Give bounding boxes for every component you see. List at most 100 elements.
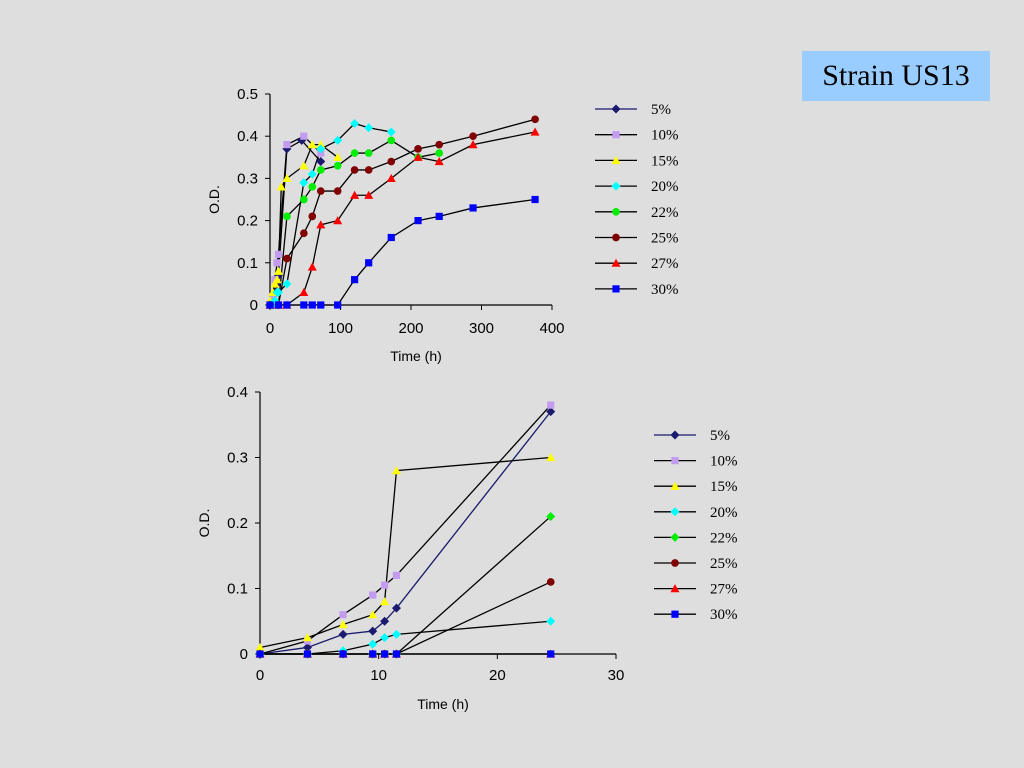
legend-label: 20% [651, 179, 679, 195]
x-tick-label: 300 [469, 320, 494, 337]
y-tick-label: 0.3 [237, 170, 258, 187]
y-tick-label: 0.4 [237, 128, 258, 145]
legend-marker [671, 457, 679, 465]
legend-marker [612, 285, 620, 293]
data-point [339, 650, 347, 658]
data-point [272, 275, 282, 284]
data-point [273, 287, 283, 297]
data-point [273, 266, 283, 275]
legend-marker [612, 207, 620, 216]
data-point [303, 650, 312, 658]
data-point [368, 626, 378, 636]
legend-marker [670, 430, 680, 440]
x-tick-label: 20 [489, 667, 506, 684]
data-point [364, 166, 373, 174]
series-line-20pct [260, 620, 551, 655]
legend-marker [670, 584, 680, 593]
data-point [387, 157, 396, 166]
legend-label: 10% [710, 454, 738, 470]
data-point [546, 578, 555, 586]
data-point [333, 187, 342, 195]
series-lines [259, 404, 552, 655]
legend-label: 15% [710, 479, 738, 495]
data-point [316, 220, 326, 229]
legend-marker [670, 532, 680, 542]
data-point [316, 144, 326, 154]
legend-label: 10% [651, 128, 679, 144]
legend: 5% 10% 15% 20% 22% 25% 27% 30% [654, 428, 738, 623]
legend-label: 5% [651, 102, 671, 118]
data-point [308, 212, 317, 221]
data-point [380, 633, 390, 643]
data-point [414, 145, 422, 153]
data-point [333, 216, 343, 225]
data-point [468, 140, 478, 149]
data-point [269, 292, 277, 301]
data-point [282, 279, 292, 289]
data-point [413, 152, 423, 161]
legend-label: 25% [710, 556, 738, 572]
legend-label: 5% [710, 428, 730, 444]
y-tick-label: 0.2 [227, 515, 248, 532]
data-point [469, 204, 477, 212]
data-point [387, 136, 396, 145]
data-point [469, 132, 477, 141]
data-point [380, 597, 390, 606]
data-point [308, 301, 316, 309]
data-point [386, 173, 396, 182]
legend-label: 25% [651, 231, 679, 247]
legend-label: 27% [710, 582, 738, 598]
data-point [299, 178, 309, 188]
y-tick-label: 0 [250, 297, 258, 314]
legend: 5% 10% 15% 20% 22% 25% 27% 30% [595, 102, 679, 298]
legend-marker [670, 507, 680, 517]
x-tick-label: 100 [328, 320, 353, 337]
data-point [255, 642, 265, 652]
data-point [391, 466, 401, 475]
data-point [282, 173, 292, 182]
data-point [316, 157, 326, 167]
y-axis-label: O.D. [196, 509, 212, 538]
data-point [302, 642, 312, 652]
data-point [333, 152, 343, 161]
legend-label: 27% [651, 256, 679, 272]
data-point [392, 571, 401, 579]
legend-label: 20% [710, 505, 738, 521]
data-point [333, 135, 343, 145]
data-point [364, 190, 374, 199]
data-point [317, 301, 325, 309]
x-tick-label: 400 [539, 320, 564, 337]
data-point [435, 140, 444, 149]
data-point [350, 119, 360, 129]
data-point [392, 650, 401, 658]
y-axis-label: O.D. [206, 185, 222, 214]
data-point [391, 603, 401, 613]
legend-marker [611, 258, 621, 267]
data-point [266, 301, 274, 309]
data-point [434, 157, 444, 166]
data-point [546, 511, 556, 521]
data-point [531, 115, 539, 124]
data-point [276, 182, 286, 191]
data-point [299, 161, 309, 170]
data-point [435, 149, 444, 157]
data-point [435, 212, 443, 220]
data-point [333, 161, 342, 170]
series-line-22pct [270, 139, 440, 306]
data-point [369, 591, 377, 599]
data-point [364, 149, 373, 157]
legend-marker [612, 131, 620, 139]
data-point [350, 149, 359, 157]
data-point [334, 301, 342, 309]
data-point [300, 132, 308, 140]
data-point [274, 301, 283, 309]
data-point [307, 169, 317, 179]
data-point [368, 639, 378, 649]
data-point [316, 140, 326, 149]
x-tick-label: 200 [398, 320, 423, 337]
series-line-5pct [259, 411, 552, 655]
data-point [546, 453, 556, 462]
legend-label: 22% [651, 205, 679, 221]
series-line-10pct [259, 404, 552, 655]
data-point [316, 187, 325, 195]
